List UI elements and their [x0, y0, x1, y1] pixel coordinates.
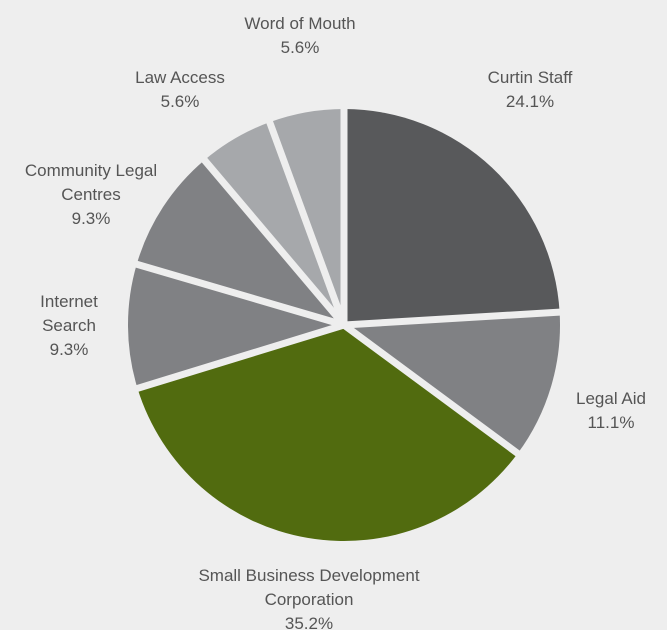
slice-value-label: 35.2% — [285, 614, 333, 630]
slice-label-legal-aid: Legal Aid 11.1% — [576, 389, 646, 432]
slice-name-label: Centres — [61, 185, 121, 204]
slice-name-label: Small Business Development — [198, 566, 419, 585]
slice-label-small-business-development-corporation: Small Business Development Corporation 35.… — [198, 566, 419, 630]
slice-separator — [341, 322, 524, 459]
slice-label-law-access: Law Access 5.6% — [135, 68, 225, 111]
slice-name-label: Internet — [40, 292, 98, 311]
slice-labels: Curtin Staff 24.1% Legal Aid 11.1% Small Bus… — [25, 14, 646, 630]
slice-value-label: 5.6% — [161, 92, 200, 111]
slice-value-label: 9.3% — [72, 209, 111, 228]
slice-separator — [199, 154, 347, 328]
slice-label-internet-search: Internet Search 9.3% — [40, 292, 98, 359]
pie-slice-internet-search — [127, 264, 344, 389]
slice-name-label: Law Access — [135, 68, 225, 87]
slice-separator — [265, 117, 348, 327]
slice-name-label: Legal Aid — [576, 389, 646, 408]
pie-slice-law-access — [204, 122, 344, 326]
pie-slice-small-business-development-corporation — [137, 325, 518, 542]
slice-value-label: 5.6% — [281, 38, 320, 57]
slice-separator — [343, 308, 564, 329]
slice-label-community-legal-centres: Community Legal Centres 9.3% — [25, 161, 157, 228]
slice-value-label: 24.1% — [506, 92, 554, 111]
slice-name-label: Word of Mouth — [244, 14, 355, 33]
pie-slice-curtin-staff — [344, 109, 560, 325]
slice-name-label: Search — [42, 316, 96, 335]
pie-slice-legal-aid — [344, 312, 561, 454]
slice-separator — [132, 321, 346, 393]
slice-name-label: Curtin Staff — [488, 68, 573, 87]
pie-slice-community-legal-centres — [136, 160, 344, 325]
slice-value-label: 9.3% — [50, 340, 89, 359]
slice-name-label: Community Legal — [25, 161, 157, 180]
slice-name-label: Corporation — [265, 590, 354, 609]
slice-label-curtin-staff: Curtin Staff 24.1% — [488, 68, 573, 111]
slice-value-label: 11.1% — [588, 413, 635, 432]
slice-separator — [131, 259, 345, 329]
pie-slices — [127, 105, 564, 542]
slice-label-word-of-mouth: Word of Mouth 5.6% — [244, 14, 355, 57]
